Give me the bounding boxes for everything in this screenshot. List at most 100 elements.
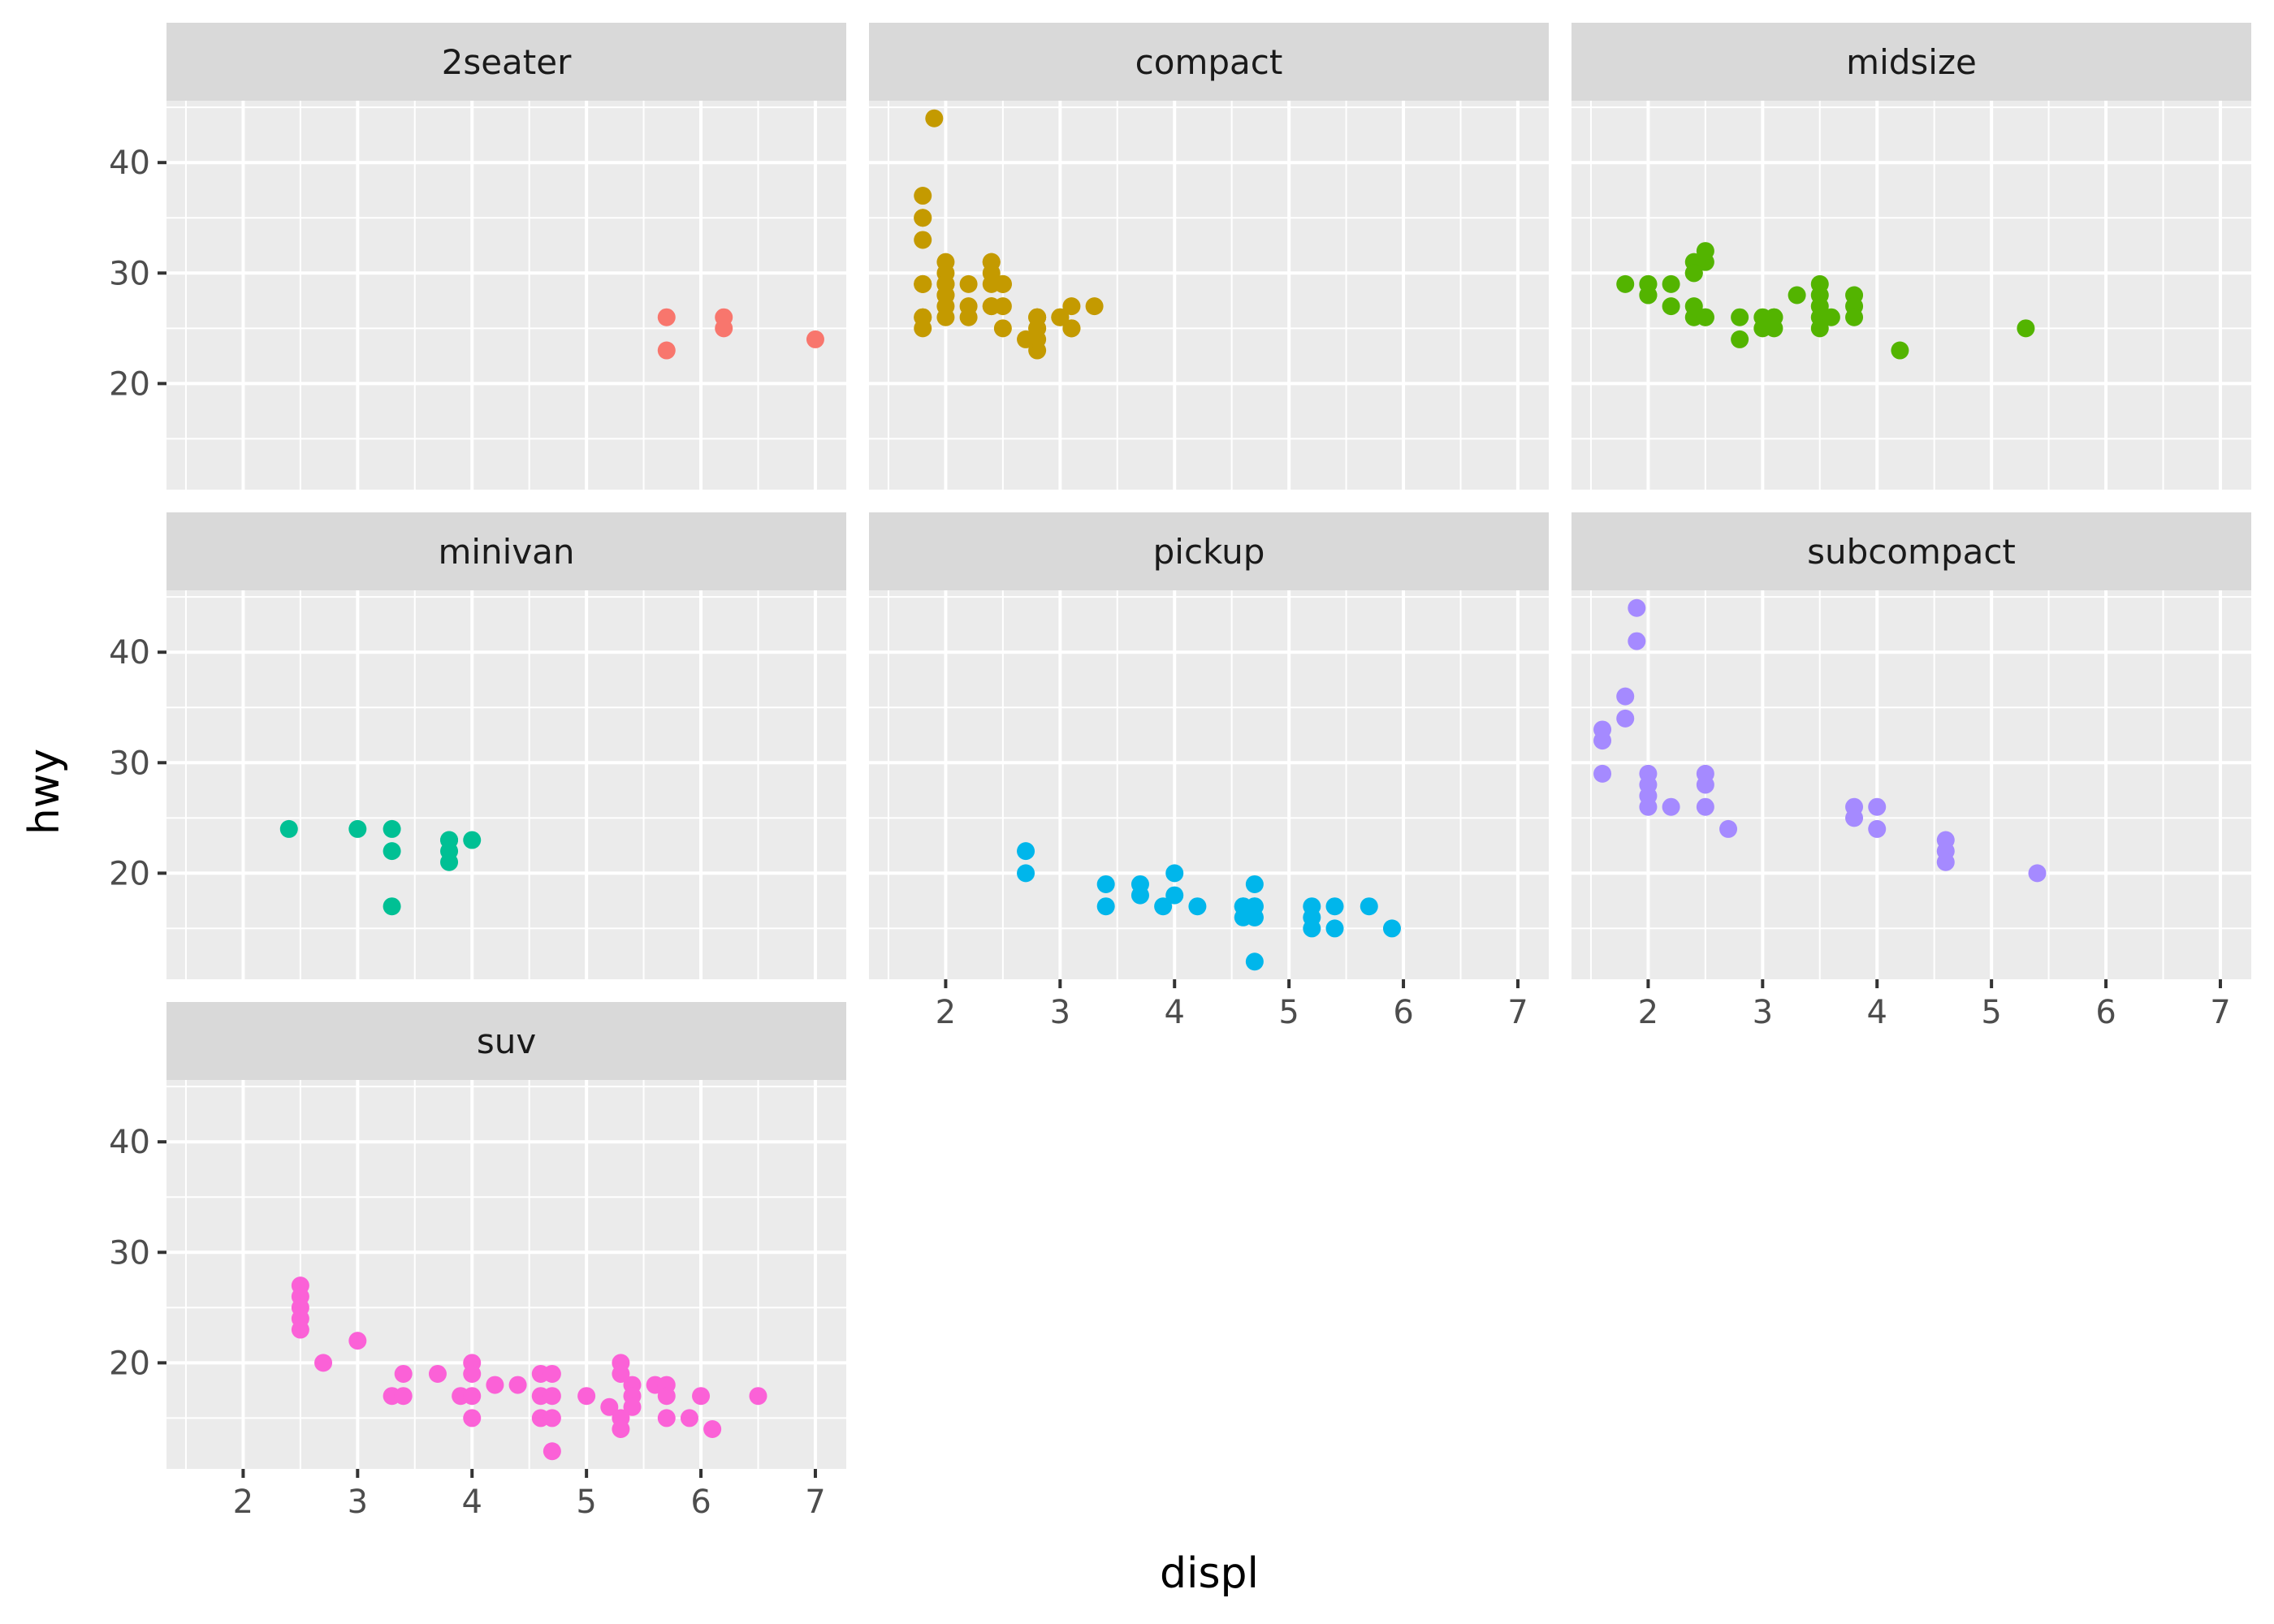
data-point xyxy=(1616,709,1635,728)
data-point xyxy=(959,297,978,316)
data-point xyxy=(1810,319,1829,338)
data-point xyxy=(1788,286,1806,304)
y-axis-title: hwy xyxy=(20,749,69,835)
data-point xyxy=(1051,308,1070,326)
points-pickup xyxy=(1017,842,1401,971)
data-point xyxy=(925,109,944,127)
data-point xyxy=(1765,308,1783,326)
points-subcompact xyxy=(1593,598,2047,883)
facet-strip-label: compact xyxy=(1135,42,1283,82)
data-point xyxy=(1696,308,1714,326)
data-point xyxy=(1245,875,1264,893)
facet-panel-pickup: pickup 2 3 4 5 6 7 xyxy=(869,512,1549,1031)
facet-strip xyxy=(166,1002,846,1080)
data-point xyxy=(1096,897,1115,916)
data-point xyxy=(463,1364,482,1383)
y-tick-label: 40 xyxy=(109,1124,150,1161)
facet-panel-compact: compact xyxy=(869,23,1549,490)
data-point xyxy=(1028,308,1047,326)
data-point xyxy=(657,1409,676,1427)
data-point xyxy=(1616,687,1635,706)
data-point xyxy=(1868,797,1887,816)
data-point xyxy=(703,1420,722,1439)
data-point xyxy=(1696,797,1714,816)
facet-strip-label: 2seater xyxy=(442,42,572,82)
data-point xyxy=(577,1387,596,1406)
data-point xyxy=(1868,819,1887,838)
y-tick-label: 40 xyxy=(109,634,150,672)
x-tick-label: 5 xyxy=(1981,994,2001,1031)
x-tick-label: 5 xyxy=(576,1484,596,1521)
data-point xyxy=(543,1387,561,1406)
data-point xyxy=(1822,308,1840,326)
data-point xyxy=(2017,319,2035,338)
x-tick-label: 4 xyxy=(462,1484,482,1521)
data-point xyxy=(348,819,367,838)
facet-strip-label: pickup xyxy=(1153,532,1265,572)
data-point xyxy=(657,308,676,326)
data-point xyxy=(1062,297,1081,316)
data-point xyxy=(1731,330,1749,348)
data-point xyxy=(1891,341,1909,360)
x-axis-title: displ xyxy=(1160,1549,1259,1598)
data-point xyxy=(715,319,733,338)
data-point xyxy=(914,209,932,227)
facet-panel-minivan: minivan 20 30 40 xyxy=(109,512,846,979)
data-point xyxy=(914,187,932,205)
data-point xyxy=(543,1364,561,1383)
x-tick-label: 2 xyxy=(1638,994,1658,1031)
panel-background xyxy=(166,1080,846,1469)
facet-panel-subcompact: subcompact 2 3 4 5 6 7 xyxy=(1571,512,2251,1031)
data-point xyxy=(959,274,978,293)
data-point xyxy=(612,1364,630,1383)
data-point xyxy=(394,1364,413,1383)
data-point xyxy=(914,308,932,326)
data-point xyxy=(692,1387,711,1406)
data-point xyxy=(1154,897,1173,916)
panel-background xyxy=(166,590,846,979)
data-point xyxy=(1845,809,1864,827)
panel-background xyxy=(869,590,1549,979)
data-point xyxy=(463,831,482,849)
data-point xyxy=(1731,308,1749,326)
data-point xyxy=(806,330,824,348)
facet-strip-label: minivan xyxy=(438,532,574,572)
data-point xyxy=(428,1364,447,1383)
points-midsize xyxy=(1616,242,2035,360)
data-point xyxy=(1628,598,1646,617)
data-point xyxy=(936,286,955,304)
data-point xyxy=(463,1387,482,1406)
data-point xyxy=(1325,897,1344,916)
facet-panel-2seater: 2seater 20 30 40 xyxy=(109,23,846,490)
data-point xyxy=(279,819,298,838)
facet-strip xyxy=(869,23,1549,101)
facet-strip-label: midsize xyxy=(1846,42,1977,82)
points-2seater xyxy=(657,308,824,360)
data-point xyxy=(600,1397,619,1416)
data-point xyxy=(657,341,676,360)
data-point xyxy=(914,274,932,293)
data-point xyxy=(314,1354,333,1372)
facet-strip xyxy=(1571,23,2251,101)
data-point xyxy=(612,1420,630,1439)
data-point xyxy=(1245,952,1264,971)
y-tick-label: 20 xyxy=(109,365,150,403)
data-point xyxy=(1017,842,1035,861)
data-point xyxy=(508,1376,527,1394)
x-tick-label: 7 xyxy=(1507,994,1528,1031)
x-tick-label: 5 xyxy=(1278,994,1299,1031)
data-point xyxy=(383,842,401,861)
data-point xyxy=(1662,297,1680,316)
data-point xyxy=(1593,732,1612,750)
facet-strip-label: subcompact xyxy=(1807,532,2016,572)
data-point xyxy=(1936,853,1955,871)
data-point xyxy=(1662,274,1680,293)
data-point xyxy=(1062,319,1081,338)
x-tick-label: 4 xyxy=(1867,994,1887,1031)
data-point xyxy=(383,897,401,916)
data-point xyxy=(291,1320,309,1339)
y-tick-label: 20 xyxy=(109,1345,150,1382)
data-point xyxy=(1696,242,1714,261)
data-point xyxy=(1719,819,1738,838)
data-point xyxy=(1245,897,1264,916)
